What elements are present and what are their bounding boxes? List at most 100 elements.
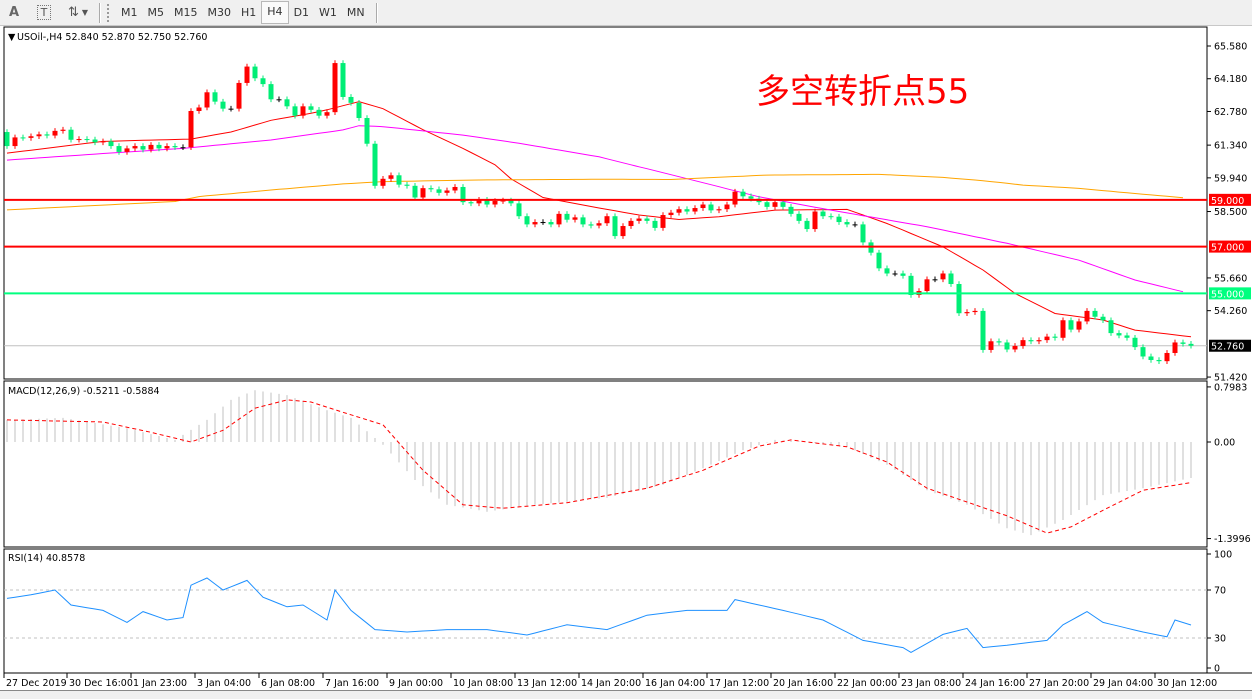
candle[interactable] [356,100,362,121]
candle[interactable] [220,98,226,112]
candle[interactable] [964,309,970,317]
candle[interactable] [124,145,130,155]
timeframe-m15-button[interactable]: M15 [174,5,198,19]
candle[interactable] [1108,317,1114,336]
candle[interactable] [476,197,482,207]
candle[interactable] [684,206,690,215]
candle[interactable] [212,89,218,105]
candle[interactable] [316,107,322,119]
candle[interactable] [4,129,10,149]
candle[interactable] [996,338,1002,346]
candle[interactable] [420,185,426,201]
candle[interactable] [236,80,242,112]
timeframe-d1-button[interactable]: D1 [293,5,310,19]
candle[interactable] [308,103,314,113]
candle[interactable] [676,206,682,216]
candle[interactable] [900,270,906,279]
candle[interactable] [260,75,266,87]
candle[interactable] [1044,333,1050,343]
candle[interactable] [324,109,330,119]
candle[interactable] [12,134,18,149]
candle[interactable] [548,219,554,228]
candle[interactable] [724,201,730,212]
candle[interactable] [588,221,594,229]
candle[interactable] [380,175,386,189]
candle[interactable] [884,265,890,277]
candle[interactable] [524,213,530,228]
candle[interactable] [52,128,58,139]
arrows-icon[interactable]: ⇅ ▼ [67,5,89,20]
candle[interactable] [28,133,34,141]
candle[interactable] [844,219,850,228]
candle[interactable] [228,105,234,112]
timeframe-m1-button[interactable]: M1 [121,5,138,19]
candle[interactable] [100,138,106,146]
candle[interactable] [92,136,98,146]
candle[interactable] [348,94,354,106]
candle[interactable] [708,201,714,214]
candle[interactable] [132,143,138,152]
candle[interactable] [556,211,562,228]
candle[interactable] [44,131,50,139]
candle[interactable] [716,206,722,214]
candle[interactable] [540,219,546,225]
candle[interactable] [244,63,250,86]
candle[interactable] [268,81,274,103]
chart-window[interactable]: 65.580 64.180 62.780 61.340 59.940 58.500 55.6… [0,26,1252,690]
candle[interactable] [404,181,410,189]
text-label-icon[interactable]: T [33,3,55,23]
candle[interactable] [820,208,826,220]
candle[interactable] [532,219,538,228]
candle[interactable] [332,60,338,115]
candle[interactable] [108,138,114,149]
candle[interactable] [940,270,946,283]
candle[interactable] [1156,357,1162,364]
candle[interactable] [740,188,746,200]
candle[interactable] [148,142,154,153]
candle[interactable] [1028,337,1034,345]
candle[interactable] [836,213,842,225]
candle[interactable] [892,270,898,277]
candle[interactable] [772,199,778,210]
candle[interactable] [796,211,802,224]
candle[interactable] [1172,339,1178,356]
candle[interactable] [164,143,170,152]
candle[interactable] [340,60,346,100]
candle[interactable] [1100,313,1106,324]
candle[interactable] [596,220,602,229]
candle[interactable] [76,136,82,143]
candle[interactable] [396,172,402,188]
candle[interactable] [1036,337,1042,345]
timeframe-m30-button[interactable]: M30 [207,5,232,19]
candle[interactable] [156,142,162,152]
candle[interactable] [972,308,978,315]
candle[interactable] [1148,353,1154,363]
candle[interactable] [612,213,618,239]
candle[interactable] [412,183,418,201]
candle[interactable] [852,221,858,228]
timeframe-m5-button[interactable]: M5 [147,5,165,19]
candle[interactable] [652,218,658,231]
candle[interactable] [388,172,394,182]
candle[interactable] [364,115,370,147]
candle[interactable] [620,223,626,239]
candle[interactable] [668,209,674,218]
candle[interactable] [516,200,522,220]
candle[interactable] [636,215,642,224]
candle[interactable] [1012,343,1018,353]
candle[interactable] [1164,350,1170,364]
candle[interactable] [1076,318,1082,333]
candle[interactable] [956,281,962,317]
candle[interactable] [700,201,706,211]
candle[interactable] [644,215,650,224]
text-icon[interactable]: A [8,5,20,20]
candle[interactable] [692,205,698,215]
candle[interactable] [36,131,42,140]
candle[interactable] [300,103,306,119]
candle[interactable] [980,308,986,353]
candle[interactable] [116,143,122,155]
candle[interactable] [1004,339,1010,353]
candle[interactable] [1068,317,1074,333]
candle[interactable] [572,214,578,223]
candle[interactable] [812,208,818,232]
